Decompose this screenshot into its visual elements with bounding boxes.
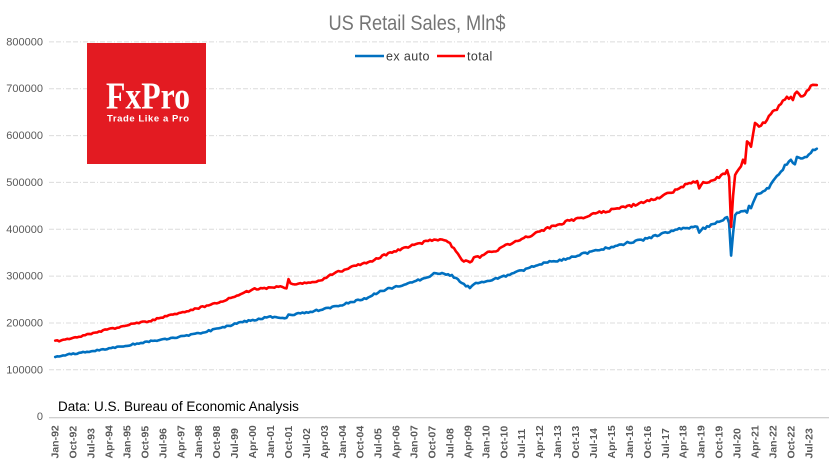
svg-text:200000: 200000 [6, 318, 43, 330]
svg-text:Apr-21: Apr-21 [750, 425, 762, 458]
svg-text:Jul-93: Jul-93 [86, 428, 98, 459]
svg-text:Apr-15: Apr-15 [606, 425, 618, 458]
svg-text:700000: 700000 [6, 83, 43, 95]
svg-text:Jan-16: Jan-16 [624, 425, 636, 458]
svg-text:Jan-04: Jan-04 [337, 425, 349, 458]
svg-text:Oct-13: Oct-13 [570, 426, 582, 459]
svg-text:Jan-01: Jan-01 [265, 425, 277, 458]
svg-text:Oct-10: Oct-10 [498, 426, 510, 459]
svg-text:Jan-13: Jan-13 [552, 425, 564, 458]
svg-text:Jan-22: Jan-22 [767, 425, 779, 458]
svg-text:Oct-07: Oct-07 [427, 426, 439, 459]
svg-text:Jan-92: Jan-92 [50, 425, 62, 458]
svg-text:Data: U.S. Bureau of Economic: Data: U.S. Bureau of Economic Analysis [58, 399, 299, 414]
svg-text:Jan-07: Jan-07 [409, 425, 421, 458]
svg-text:Jul-05: Jul-05 [373, 428, 385, 459]
svg-text:Oct-01: Oct-01 [283, 426, 295, 459]
svg-text:Jul-20: Jul-20 [732, 428, 744, 459]
svg-text:US Retail Sales, Mln$: US Retail Sales, Mln$ [329, 12, 506, 35]
svg-text:Jul-99: Jul-99 [229, 428, 241, 459]
svg-text:Oct-92: Oct-92 [68, 426, 80, 459]
svg-text:Oct-22: Oct-22 [785, 426, 797, 459]
svg-text:ex auto: ex auto [386, 50, 430, 64]
svg-text:Apr-03: Apr-03 [319, 425, 331, 458]
svg-text:Apr-00: Apr-00 [247, 425, 259, 458]
svg-text:800000: 800000 [6, 36, 43, 48]
svg-text:Oct-19: Oct-19 [714, 426, 726, 459]
svg-text:400000: 400000 [6, 224, 43, 236]
svg-text:Oct-98: Oct-98 [211, 426, 223, 459]
svg-text:Apr-18: Apr-18 [678, 425, 690, 458]
svg-text:Jul-96: Jul-96 [157, 428, 169, 459]
svg-text:Jul-14: Jul-14 [588, 428, 600, 459]
svg-text:Jul-11: Jul-11 [516, 429, 528, 459]
svg-text:Jan-95: Jan-95 [122, 425, 134, 458]
svg-text:Jul-23: Jul-23 [803, 428, 815, 459]
svg-text:100000: 100000 [6, 364, 43, 376]
svg-text:Apr-97: Apr-97 [175, 425, 187, 458]
svg-text:total: total [467, 50, 493, 64]
svg-text:Jul-08: Jul-08 [445, 428, 457, 459]
svg-text:600000: 600000 [6, 130, 43, 142]
svg-text:Jul-02: Jul-02 [301, 428, 313, 459]
svg-text:0: 0 [37, 411, 43, 423]
svg-text:Oct-95: Oct-95 [139, 426, 151, 459]
svg-text:Apr-94: Apr-94 [104, 425, 116, 458]
svg-text:500000: 500000 [6, 177, 43, 189]
svg-text:Apr-06: Apr-06 [391, 425, 403, 458]
svg-text:Trade Like a Pro: Trade Like a Pro [107, 114, 189, 125]
svg-text:Jul-17: Jul-17 [660, 428, 672, 459]
svg-text:FxPro: FxPro [106, 76, 190, 118]
svg-text:Jan-98: Jan-98 [193, 425, 205, 458]
svg-text:Apr-12: Apr-12 [534, 425, 546, 458]
svg-text:Apr-09: Apr-09 [462, 425, 474, 458]
svg-text:Jan-10: Jan-10 [480, 425, 492, 458]
svg-text:Oct-16: Oct-16 [642, 426, 654, 459]
svg-text:Jan-19: Jan-19 [696, 425, 708, 458]
svg-text:300000: 300000 [6, 271, 43, 283]
svg-text:Oct-04: Oct-04 [355, 426, 367, 459]
